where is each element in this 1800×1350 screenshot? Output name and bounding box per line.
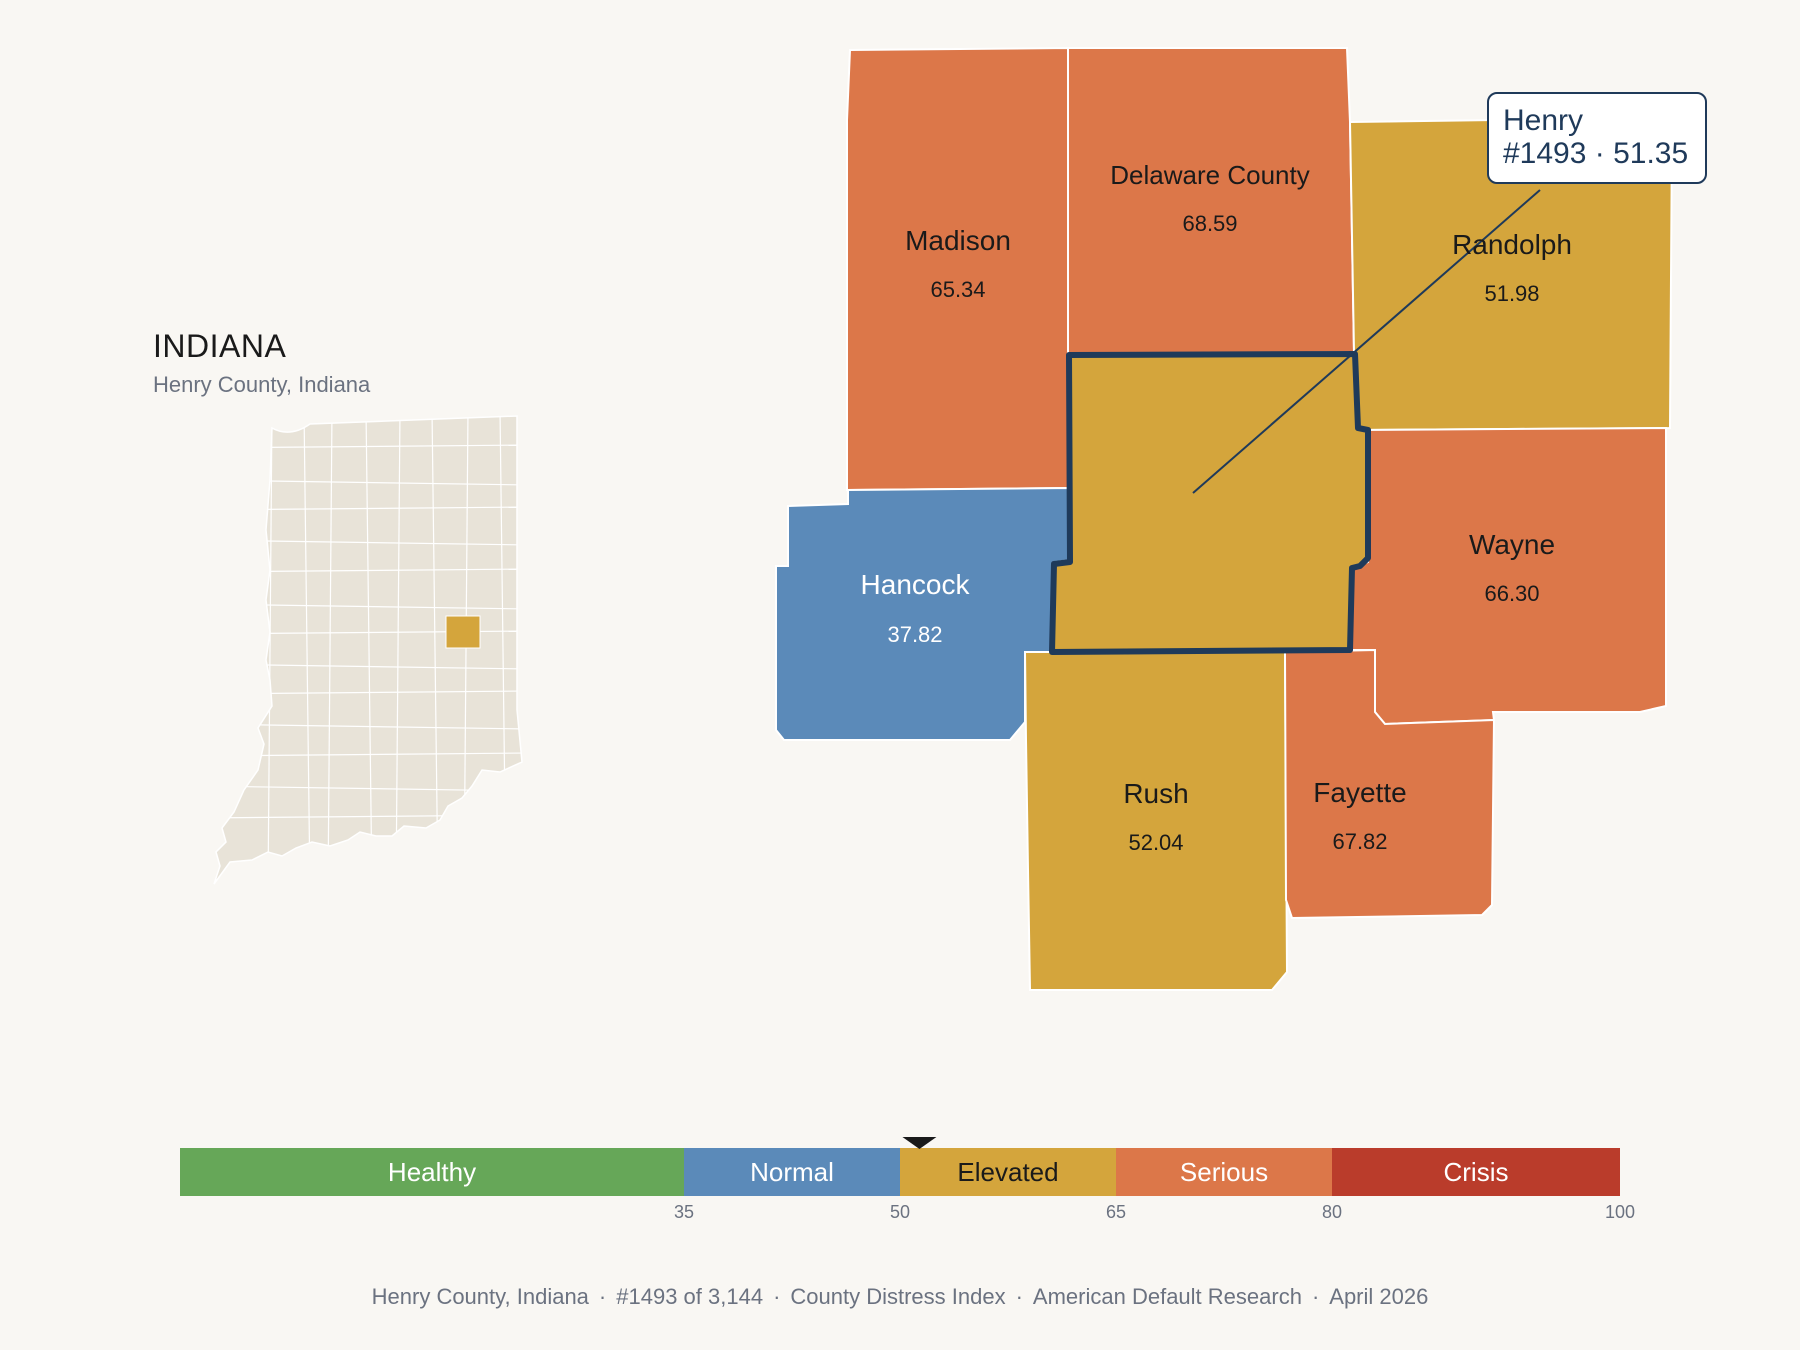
legend-band-elevated	[900, 1148, 1116, 1196]
henry-county-highlight	[445, 615, 481, 649]
legend-label-elevated: Elevated	[957, 1157, 1058, 1187]
county-value-madison: 65.34	[930, 277, 985, 302]
legend-label-serious: Serious	[1180, 1157, 1268, 1187]
legend-label-crisis: Crisis	[1444, 1157, 1509, 1187]
indiana-outline	[213, 415, 523, 885]
legend-label-healthy: Healthy	[388, 1157, 476, 1187]
county-value-fayette: 67.82	[1332, 829, 1387, 854]
footer-date: April 2026	[1329, 1284, 1429, 1309]
county-name-rush: Rush	[1123, 778, 1188, 809]
county-fayette[interactable]	[1283, 648, 1496, 920]
footer-place: Henry County, Indiana	[371, 1284, 589, 1309]
county-name-randolph: Randolph	[1452, 229, 1572, 260]
legend-band-healthy	[180, 1148, 684, 1196]
legend-tick-100: 100	[1605, 1202, 1635, 1222]
legend-band-serious	[1116, 1148, 1332, 1196]
county-value-delaware: 68.59	[1182, 211, 1237, 236]
legend-tick-35: 35	[674, 1202, 694, 1222]
state-subtitle: Henry County, Indiana	[153, 372, 371, 397]
footer: Henry County, Indiana · #1493 of 3,144 · Cou…	[371, 1284, 1429, 1309]
legend-band-crisis	[1332, 1148, 1620, 1196]
legend-tick-50: 50	[890, 1202, 910, 1222]
tooltip-county-name: Henry	[1503, 104, 1584, 137]
county-value-randolph: 51.98	[1484, 281, 1539, 306]
legend-tick-65: 65	[1106, 1202, 1126, 1222]
county-value-wayne: 66.30	[1484, 581, 1539, 606]
state-title: INDIANA	[153, 328, 287, 364]
county-name-delaware: Delaware County	[1110, 160, 1309, 190]
footer-source: American Default Research	[1032, 1284, 1302, 1309]
indiana-locator-map	[213, 415, 523, 885]
county-henry-selected[interactable]	[1049, 351, 1371, 655]
county-name-hancock: Hancock	[861, 569, 971, 600]
footer-rank: #1493 of 3,144	[616, 1284, 764, 1309]
county-name-wayne: Wayne	[1469, 529, 1555, 560]
score-marker	[902, 1137, 937, 1149]
legend-tick-80: 80	[1322, 1202, 1342, 1222]
county-name-madison: Madison	[905, 225, 1011, 256]
tooltip-rank-score: #1493 · 51.35	[1503, 137, 1689, 170]
footer-index: County Distress Index	[790, 1284, 1006, 1309]
legend-band-normal	[684, 1148, 900, 1196]
selected-county-tooltip: Henry #1493 · 51.35	[1487, 92, 1707, 184]
tooltip-leader-line	[1192, 189, 1541, 494]
legend-label-normal: Normal	[750, 1157, 834, 1187]
county-name-fayette: Fayette	[1313, 777, 1406, 808]
county-value-hancock: 37.82	[887, 622, 942, 647]
county-map: Madison 65.34 Delaware County 68.59 Rand…	[775, 46, 1674, 991]
county-value-rush: 52.04	[1128, 830, 1183, 855]
